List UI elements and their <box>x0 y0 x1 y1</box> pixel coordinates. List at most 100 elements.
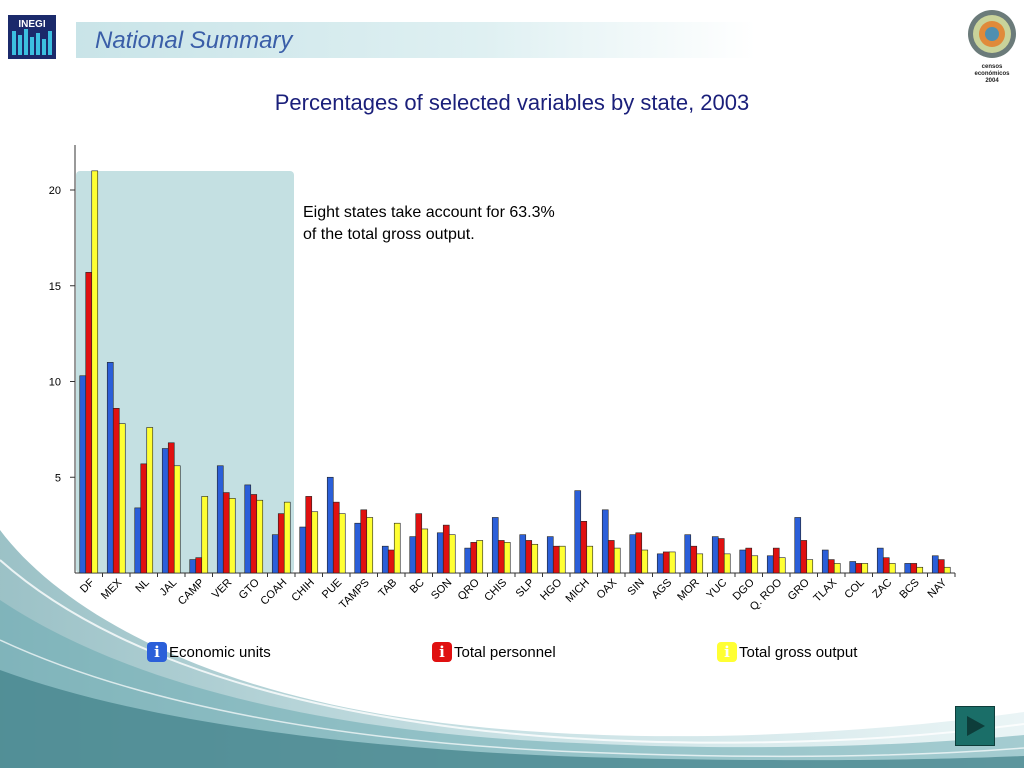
bar-ver-total-personnel <box>222 492 230 574</box>
bar-pue-total-personnel <box>332 501 340 574</box>
bar-qroo-economic-units <box>766 555 774 574</box>
bar-tlax-total-personnel <box>827 559 835 574</box>
x-tick-label: CAMP <box>176 577 207 608</box>
bar-pue-economic-units <box>326 476 334 574</box>
bar-mor-total-gross-output <box>696 553 704 574</box>
bar-camp-economic-units <box>189 559 197 574</box>
x-tick-label: DF <box>78 576 97 595</box>
info-icon: i <box>147 642 167 662</box>
bar-son-total-gross-output <box>448 534 456 574</box>
title-band <box>76 22 756 58</box>
bar-tamps-total-gross-output <box>366 517 374 574</box>
bar-col-economic-units <box>849 561 857 574</box>
bar-yuc-total-personnel <box>717 538 725 574</box>
next-slide-button[interactable] <box>955 706 995 746</box>
bar-jal-total-personnel <box>167 442 175 574</box>
bar-gro-total-gross-output <box>806 559 814 574</box>
bar-sin-economic-units <box>629 534 637 574</box>
bar-bcs-economic-units <box>904 563 912 574</box>
bar-dgo-total-personnel <box>745 547 753 574</box>
play-arrow-icon <box>967 716 985 736</box>
x-tick-label: TAMPS <box>337 577 372 612</box>
bar-nay-total-personnel <box>937 559 945 574</box>
legend-total-personnel: i Total personnel <box>432 640 556 664</box>
bar-mor-total-personnel <box>690 545 698 574</box>
highlight-panel <box>76 171 294 573</box>
bar-hgo-total-personnel <box>552 545 560 574</box>
bar-mich-economic-units <box>574 490 582 574</box>
bar-mich-total-personnel <box>580 520 588 574</box>
bar-sin-total-personnel <box>635 532 643 574</box>
bar-yuc-total-gross-output <box>723 553 731 574</box>
bar-ags-total-gross-output <box>668 551 676 574</box>
x-tick-label: AGS <box>649 577 674 602</box>
bar-nay-economic-units <box>931 555 939 574</box>
x-tick-label: ZAC <box>870 577 894 601</box>
bar-qro-total-gross-output <box>476 540 484 574</box>
bar-gto-total-personnel <box>250 494 258 574</box>
bar-qro-total-personnel <box>470 542 478 574</box>
bar-tab-total-personnel <box>387 549 395 574</box>
bar-df-total-personnel <box>85 272 93 574</box>
y-tick-label: 15 <box>49 281 61 293</box>
bar-slp-total-personnel <box>525 540 533 574</box>
bar-dgo-economic-units <box>739 549 747 574</box>
bar-son-total-personnel <box>442 524 450 574</box>
bar-col-total-personnel <box>855 563 863 574</box>
info-icon: i <box>717 642 737 662</box>
x-tick-label: NL <box>133 577 151 595</box>
page-title: National Summary <box>95 27 293 54</box>
y-tick-label: 10 <box>49 377 61 389</box>
x-tick-label: QRO <box>456 576 483 603</box>
x-tick-label: TLAX <box>811 576 839 604</box>
bar-nl-total-personnel <box>140 463 148 574</box>
x-tick-label: COL <box>842 577 866 601</box>
x-tick-label: NAY <box>925 576 949 600</box>
bar-coah-total-personnel <box>277 513 285 574</box>
svg-text:censos: censos <box>982 64 1003 70</box>
bar-oax-total-gross-output <box>613 547 621 574</box>
bar-ags-economic-units <box>656 553 664 574</box>
inegi-logo-text: INEGI <box>18 19 45 30</box>
bar-sin-total-gross-output <box>641 549 649 574</box>
x-tick-label: TAB <box>376 577 399 600</box>
bar-bc-total-personnel <box>415 513 423 574</box>
bar-chis-total-personnel <box>497 540 505 574</box>
censos-logo: censos económicos 2004 <box>964 8 1020 88</box>
bar-tlax-economic-units <box>821 549 829 574</box>
bar-jal-economic-units <box>161 448 169 574</box>
x-tick-label: MICH <box>564 577 592 605</box>
legend-label: Total gross output <box>739 643 858 661</box>
bar-ver-total-gross-output <box>228 498 236 574</box>
bar-chih-economic-units <box>299 526 307 574</box>
annotation-line-1: Eight states take account for 63.3% <box>303 204 555 221</box>
bar-mor-economic-units <box>684 534 692 574</box>
bar-pue-total-gross-output <box>338 513 346 574</box>
x-tick-label: VER <box>210 577 235 602</box>
x-tick-label: HGO <box>538 576 565 603</box>
bar-col-total-gross-output <box>861 563 869 574</box>
x-tick-label: CHIS <box>482 577 509 604</box>
bar-bc-total-gross-output <box>421 528 429 574</box>
bar-nl-total-gross-output <box>146 427 154 574</box>
legend-economic-units: i Economic units <box>147 640 271 664</box>
bar-bc-economic-units <box>409 536 417 574</box>
x-tick-label: BCS <box>897 577 921 601</box>
legend-label: Total personnel <box>454 643 556 661</box>
bar-qro-economic-units <box>464 547 472 574</box>
bar-yuc-economic-units <box>711 536 719 574</box>
bar-nl-economic-units <box>134 507 142 574</box>
bar-nay-total-gross-output <box>943 566 951 574</box>
x-tick-label: BC <box>408 577 427 596</box>
bar-hgo-economic-units <box>546 536 554 574</box>
info-icon: i <box>432 642 452 662</box>
bar-jal-total-gross-output <box>173 465 181 574</box>
x-tick-label: SIN <box>625 577 646 598</box>
bar-camp-total-personnel <box>195 557 203 574</box>
bar-chis-economic-units <box>491 517 499 574</box>
bar-camp-total-gross-output <box>201 496 209 574</box>
bar-oax-total-personnel <box>607 540 615 574</box>
chart-title: Percentages of selected variables by sta… <box>274 90 750 115</box>
